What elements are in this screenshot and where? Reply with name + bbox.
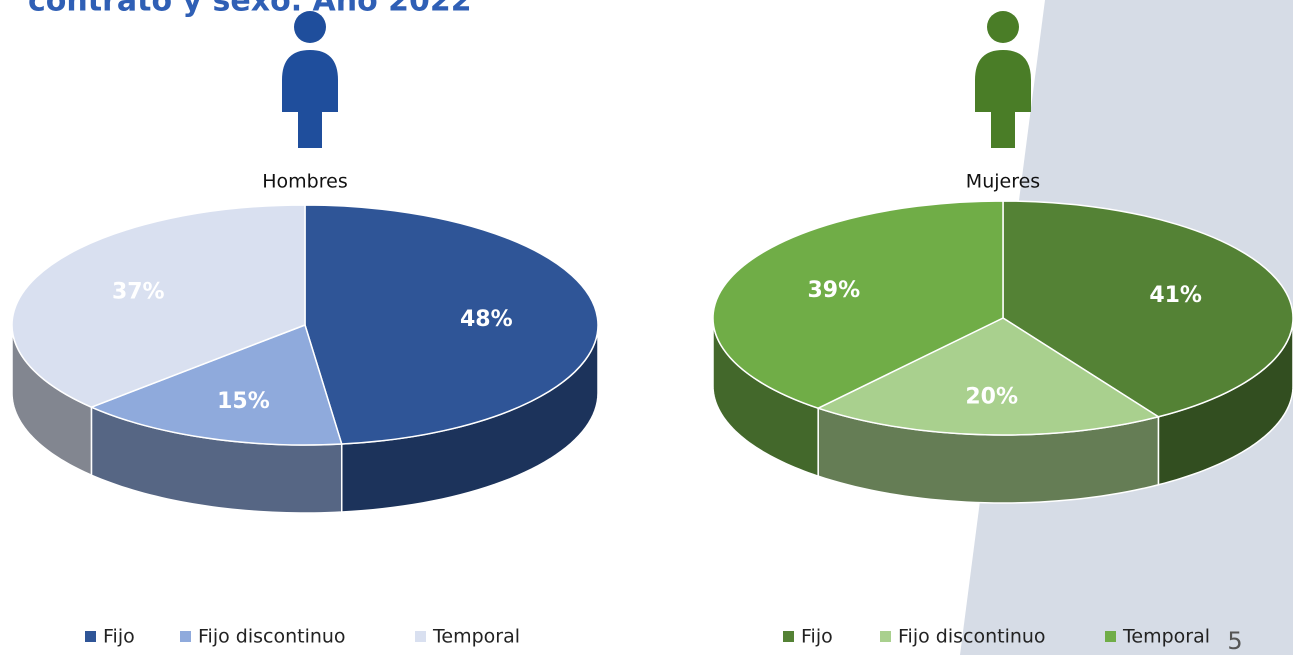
pie	[11, 204, 599, 514]
chart-title: Hombres	[262, 171, 347, 193]
slice	[1002, 200, 1293, 418]
female-icon	[975, 11, 1031, 148]
legend-swatch	[180, 631, 191, 642]
data-label: 48%	[460, 307, 513, 332]
legend-swatch	[85, 631, 96, 642]
slice	[712, 200, 1004, 409]
slice	[816, 317, 1161, 436]
chart-title: Mujeres	[966, 171, 1040, 193]
data-label: 39%	[807, 278, 860, 303]
data-label: 15%	[217, 389, 270, 414]
male-icon	[282, 11, 338, 148]
data-label: 20%	[965, 384, 1018, 409]
legend-swatch	[783, 631, 794, 642]
legend-swatch	[1105, 631, 1116, 642]
legend-label: Fijo	[103, 626, 135, 648]
legend-swatch	[880, 631, 891, 642]
slice	[89, 324, 343, 446]
pie	[712, 200, 1293, 504]
data-label: 37%	[112, 280, 165, 305]
legend-label: Fijo	[801, 626, 833, 648]
page-number: 5	[1227, 627, 1242, 655]
legend-label: Fijo discontinuo	[898, 626, 1046, 648]
data-label: 41%	[1149, 283, 1202, 308]
slice	[11, 204, 306, 408]
slice	[304, 204, 599, 445]
slide-title: contrato y sexo. Año 2022	[28, 0, 472, 19]
legend-label: Fijo discontinuo	[198, 626, 346, 648]
legend-swatch	[415, 631, 426, 642]
legend-label: Temporal	[432, 626, 520, 648]
legend-label: Temporal	[1122, 626, 1210, 648]
